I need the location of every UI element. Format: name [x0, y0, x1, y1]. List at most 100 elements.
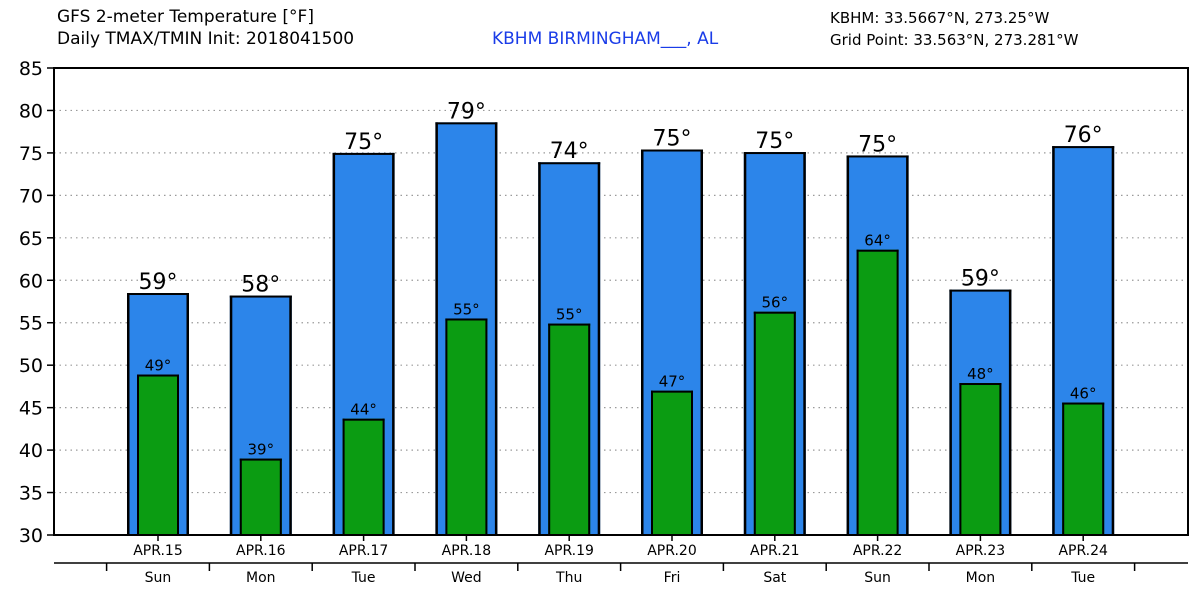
x-weekday-label: Sat: [763, 570, 786, 586]
x-date-label: APR.21: [750, 543, 800, 559]
x-weekday-label: Thu: [555, 570, 582, 586]
tmax-bar-edge-left: [846, 155, 850, 535]
tmin-bar-edge-right: [279, 458, 282, 535]
tmax-bar-edge-left: [538, 162, 541, 535]
x-weekday-label: Tue: [1070, 570, 1095, 586]
tmax-bar-edge-top: [846, 155, 909, 158]
tmax-value-label: 59°: [139, 270, 178, 295]
tmin-bar-edge-right: [691, 390, 693, 535]
y-tick-label-35: 35: [19, 483, 43, 505]
tmin-bar-edge-left: [548, 323, 551, 535]
tmin-value-label: 46°: [1070, 385, 1097, 403]
chart-title: GFS 2-meter Temperature [°F]: [57, 7, 314, 27]
tmax-bar-edge-right: [1008, 289, 1012, 535]
x-weekday-label: Sun: [145, 570, 172, 586]
tmin-bar: [651, 390, 693, 535]
tmax-value-label: 76°: [1064, 123, 1103, 148]
tmin-bar-edge-right: [382, 418, 385, 535]
tmin-bar-edge-right: [793, 311, 796, 535]
x-date-label: APR.15: [133, 543, 183, 559]
tmax-value-label: 75°: [344, 130, 383, 155]
tmax-bar-edge-right: [803, 152, 806, 535]
tmin-bar: [239, 458, 282, 535]
tmax-bar-edge-right: [494, 122, 498, 535]
x-weekday-label: Tue: [351, 570, 376, 586]
tmax-value-label: 59°: [961, 267, 1000, 292]
tmin-bar-edge-right: [485, 318, 488, 535]
y-tick-label-30: 30: [19, 525, 43, 547]
tmin-bar-edge-top: [753, 311, 796, 314]
tmin-bar-edge-right: [896, 249, 899, 536]
tmin-bar-edge-right: [177, 374, 179, 535]
tmin-bar-edge-top: [239, 458, 282, 461]
tmax-value-label: 75°: [755, 129, 794, 154]
tmax-bar-edge-top: [332, 152, 395, 155]
tmin-bar-edge-left: [137, 374, 139, 535]
tmax-bar-edge-left: [743, 152, 747, 535]
tmax-bar-edge-right: [906, 155, 909, 535]
tmin-bar-edge-right: [999, 383, 1002, 535]
tmin-bar-edge-top: [445, 318, 488, 321]
tmin-bar: [753, 311, 796, 535]
tmax-bar-edge-top: [229, 295, 292, 298]
y-tick-label-50: 50: [19, 355, 43, 377]
y-tick-label-65: 65: [19, 228, 43, 250]
y-tick-label-75: 75: [19, 143, 43, 165]
grid-lines: [54, 109, 1188, 494]
y-tick-label-40: 40: [19, 440, 43, 462]
y-tick-label-70: 70: [19, 185, 43, 207]
tmin-bar: [856, 249, 899, 536]
tmax-bar-edge-top: [949, 289, 1012, 292]
tmin-bar-edge-left: [1062, 402, 1065, 535]
tmin-bar: [445, 318, 488, 535]
tmax-bar-edge-left: [641, 149, 644, 535]
tmin-bar-edge-right: [588, 323, 591, 535]
tmax-bar-edge-right: [392, 152, 395, 535]
tmax-bar-edge-left: [949, 289, 952, 535]
tmax-bar-edge-left: [1052, 146, 1055, 535]
plot-frame: [53, 67, 1189, 536]
tmin-value-label: 64°: [864, 232, 891, 250]
tmin-bar: [959, 383, 1002, 535]
tmin-bar-edge-top: [342, 418, 385, 421]
tmin-bar-edge-top: [651, 390, 693, 393]
tmax-value-label: 74°: [550, 139, 589, 164]
tmax-bar-edge-left: [435, 122, 438, 535]
tmax-bar-edge-top: [435, 122, 498, 125]
tmax-bar-edge-left: [229, 295, 233, 535]
tmax-bar-edge-right: [289, 295, 292, 535]
tmax-bar-edge-right: [186, 293, 189, 535]
tmax-value-label: 75°: [653, 127, 692, 152]
bar-value-labels: 59° 49° 58° 39° 75° 44° 79° 55° 74° 55° 75° 47° 75° 5…: [139, 99, 1103, 458]
tmax-bar-edge-top: [743, 152, 806, 155]
tmin-bar-edge-top: [856, 249, 899, 252]
y-tick-label-55: 55: [19, 313, 43, 335]
tmin-bar-edge-left: [239, 458, 242, 535]
tmax-bar-edge-right: [597, 162, 601, 535]
tmax-bar-edge-top: [641, 149, 703, 152]
x-date-label: APR.22: [853, 543, 903, 559]
tmin-value-label: 55°: [453, 300, 480, 318]
tmin-value-label: 49°: [145, 357, 172, 375]
x-date-label: APR.18: [442, 543, 492, 559]
tmin-bar-edge-left: [445, 318, 448, 535]
x-weekday-label: Mon: [966, 570, 996, 586]
y-tick-label-80: 80: [19, 100, 43, 122]
tmin-bar: [1062, 402, 1105, 535]
grid-point-coordinates: Grid Point: 33.563°N, 273.281°W: [830, 31, 1079, 49]
tmin-bar-edge-top: [137, 374, 179, 377]
tmin-value-label: 44°: [350, 401, 377, 419]
x-date-label: APR.17: [339, 543, 389, 559]
tmax-bar-edge-top: [1052, 146, 1115, 149]
tmin-bar-edge-left: [753, 311, 756, 535]
tmin-bar-edge-right: [1102, 402, 1105, 535]
tmax-bar-edge-right: [1111, 146, 1115, 535]
tmax-value-label: 75°: [858, 132, 897, 157]
tmin-bar-edge-top: [548, 323, 591, 326]
x-weekday-label: Fri: [664, 570, 681, 586]
x-date-label: APR.23: [956, 543, 1006, 559]
tmax-value-label: 79°: [447, 99, 486, 124]
tmax-bar-edge-top: [127, 293, 189, 296]
tmax-bar-edge-right: [700, 149, 703, 535]
